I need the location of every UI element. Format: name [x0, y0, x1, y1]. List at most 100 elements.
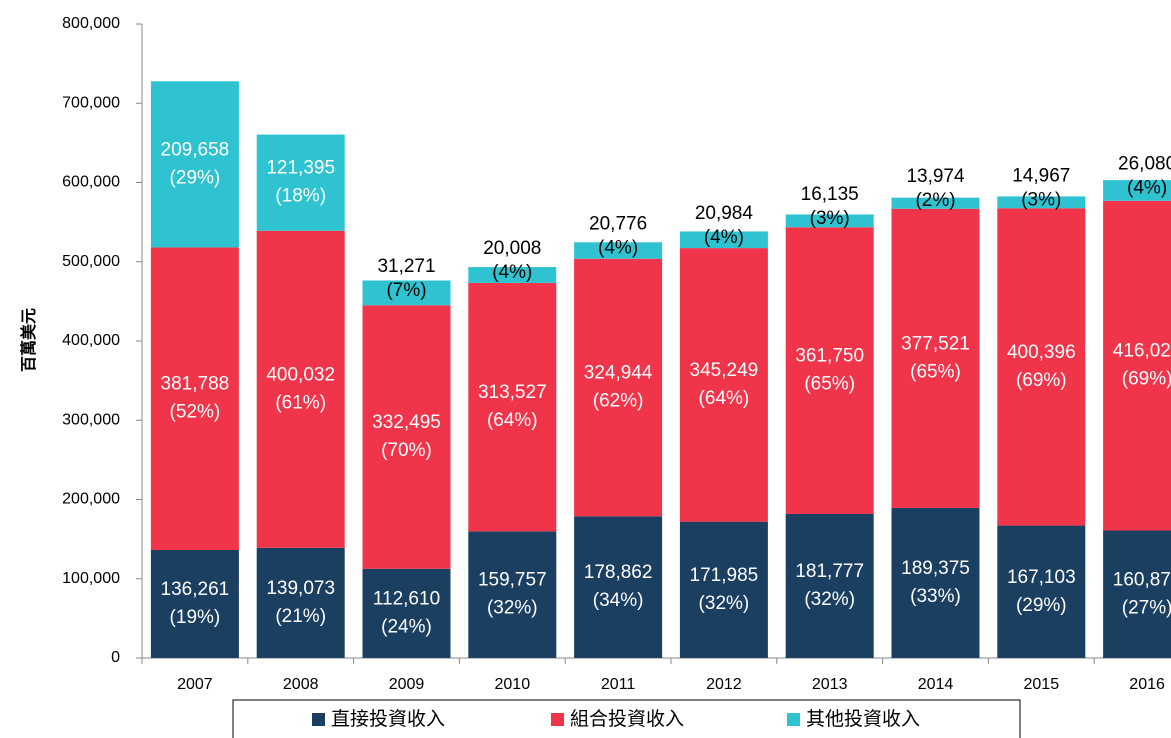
share-label: (69%)	[1016, 370, 1067, 391]
x-tick-label: 2014	[918, 676, 954, 693]
bar-segment	[785, 214, 874, 228]
share-label: (4%)	[492, 262, 532, 283]
y-tick-label: 300,000	[62, 411, 120, 428]
legend-label: 直接投資收入	[331, 708, 445, 730]
x-tick-label: 2013	[812, 676, 848, 693]
bar-segment	[679, 248, 768, 522]
bar-segment	[256, 547, 345, 658]
value-label: 345,249	[690, 360, 759, 381]
x-tick-label: 2012	[706, 676, 742, 693]
bar-segment	[1103, 530, 1171, 658]
share-label: (32%)	[487, 598, 538, 619]
value-label: 121,395	[266, 158, 335, 179]
share-label: (64%)	[487, 410, 538, 431]
share-label: (2%)	[915, 190, 955, 211]
share-label: (4%)	[598, 238, 638, 259]
value-label: 416,022	[1113, 341, 1171, 362]
value-label: 20,776	[589, 214, 647, 235]
value-label: 16,135	[801, 184, 859, 205]
y-tick-label: 100,000	[62, 570, 120, 587]
value-label: 361,750	[795, 346, 864, 367]
share-label: (69%)	[1122, 369, 1171, 390]
value-label: 167,103	[1007, 567, 1076, 588]
value-label: 14,967	[1012, 165, 1070, 186]
y-tick-label: 400,000	[62, 332, 120, 349]
bar-segment	[1103, 180, 1171, 201]
bar-segment	[150, 81, 239, 248]
legend-label: 其他投資收入	[806, 708, 920, 730]
share-label: (18%)	[275, 186, 326, 207]
bar-segment	[891, 197, 980, 209]
bar-segment	[679, 521, 768, 658]
legend-swatch	[787, 713, 800, 726]
value-label: 332,495	[372, 412, 441, 433]
y-tick-label: 200,000	[62, 491, 120, 508]
x-tick-label: 2010	[495, 676, 531, 693]
share-label: (7%)	[386, 280, 426, 301]
bar-segment	[997, 525, 1086, 658]
value-label: 26,080	[1118, 153, 1171, 174]
y-tick-label: 500,000	[62, 253, 120, 270]
y-tick-label: 0	[111, 649, 120, 666]
bar-segment	[574, 516, 663, 658]
y-tick-label: 800,000	[62, 15, 120, 32]
share-label: (33%)	[910, 586, 961, 607]
x-tick-label: 2016	[1129, 676, 1165, 693]
value-label: 324,944	[584, 363, 653, 384]
bar-segment	[468, 282, 557, 532]
value-label: 20,984	[695, 203, 754, 224]
share-label: (62%)	[593, 391, 644, 412]
legend-swatch	[551, 713, 564, 726]
bar-segment	[785, 513, 874, 658]
share-label: (24%)	[381, 616, 432, 637]
bar-segment	[150, 247, 239, 551]
x-tick-label: 2009	[389, 676, 425, 693]
value-label: 171,985	[690, 565, 759, 586]
y-axis-label: 百萬美元	[19, 308, 38, 372]
share-label: (27%)	[1122, 597, 1171, 618]
legend-box	[232, 699, 1021, 738]
share-label: (4%)	[1127, 177, 1167, 198]
bar-segment	[1103, 200, 1171, 531]
share-label: (21%)	[275, 606, 326, 627]
bar-segment	[574, 258, 663, 517]
value-label: 160,873	[1113, 569, 1171, 590]
value-label: 313,527	[478, 382, 547, 403]
bar-segment	[362, 568, 451, 658]
bar-segment	[891, 507, 980, 658]
value-label: 139,073	[266, 578, 335, 599]
share-label: (29%)	[1016, 595, 1067, 616]
value-label: 377,521	[901, 333, 970, 354]
value-label: 112,610	[373, 588, 440, 609]
value-label: 20,008	[483, 238, 541, 259]
bar-segment	[150, 550, 239, 658]
share-label: (64%)	[699, 388, 750, 409]
value-label: 189,375	[901, 558, 970, 579]
value-label: 400,032	[266, 364, 335, 385]
bar-segment	[679, 231, 768, 249]
bar-segment	[574, 242, 663, 259]
y-tick-label: 700,000	[62, 94, 120, 111]
share-label: (52%)	[170, 402, 221, 423]
value-label: 181,777	[795, 561, 864, 582]
value-label: 13,974	[906, 166, 965, 187]
bar-segment	[785, 227, 874, 514]
bar-segment	[997, 196, 1086, 209]
share-label: (4%)	[704, 227, 744, 248]
legend-swatch	[312, 713, 325, 726]
value-label: 209,658	[161, 139, 230, 160]
share-label: (61%)	[275, 392, 326, 413]
bar-segment	[256, 230, 345, 548]
share-label: (3%)	[1021, 189, 1061, 210]
share-label: (34%)	[593, 590, 644, 611]
bar-segment	[997, 208, 1086, 526]
bar-segment	[468, 531, 557, 658]
share-label: (32%)	[699, 593, 750, 614]
share-label: (29%)	[170, 167, 221, 188]
share-label: (65%)	[804, 374, 855, 395]
share-label: (65%)	[910, 361, 961, 382]
bar-segment	[362, 280, 451, 306]
value-label: 159,757	[478, 570, 547, 591]
bar-segment	[256, 134, 345, 231]
